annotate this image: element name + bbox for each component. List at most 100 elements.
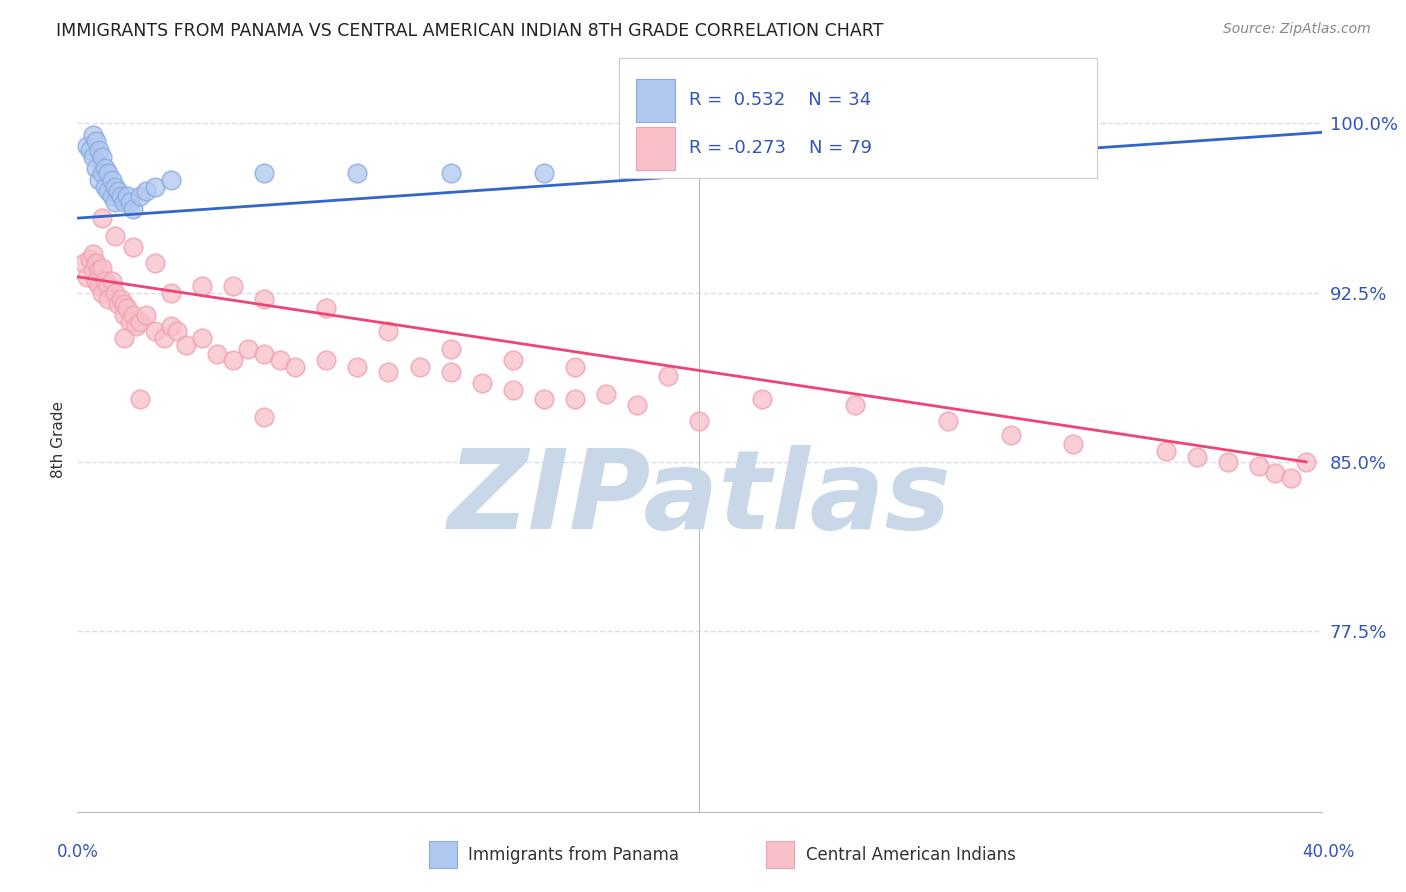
Point <box>159 285 181 300</box>
Point <box>938 414 960 428</box>
Text: 40.0%: 40.0% <box>1302 843 1355 861</box>
Point <box>440 166 463 180</box>
Point <box>122 308 145 322</box>
Point <box>128 188 150 202</box>
Point <box>440 342 463 356</box>
Point <box>115 301 138 316</box>
Text: R =  0.532    N = 34: R = 0.532 N = 34 <box>689 91 872 109</box>
Point <box>91 150 114 164</box>
Point <box>84 161 107 176</box>
Point <box>471 376 494 390</box>
Point <box>1264 466 1286 480</box>
Point <box>191 331 214 345</box>
Point <box>253 166 276 180</box>
Point <box>533 392 555 406</box>
Point <box>595 387 617 401</box>
Point <box>533 166 555 180</box>
Point <box>238 342 260 356</box>
Point <box>104 195 127 210</box>
Point <box>377 365 399 379</box>
Point <box>502 353 524 368</box>
Text: IMMIGRANTS FROM PANAMA VS CENTRAL AMERICAN INDIAN 8TH GRADE CORRELATION CHART: IMMIGRANTS FROM PANAMA VS CENTRAL AMERIC… <box>56 22 883 40</box>
Point <box>76 269 98 284</box>
Point <box>502 383 524 397</box>
Point <box>87 263 110 277</box>
Text: Central American Indians: Central American Indians <box>806 846 1015 863</box>
Point <box>1279 471 1302 485</box>
Point <box>104 285 127 300</box>
Point <box>94 179 117 194</box>
Point <box>751 392 773 406</box>
Text: ZIPatlas: ZIPatlas <box>447 445 952 552</box>
Point <box>84 135 107 149</box>
Point <box>1000 427 1022 442</box>
Point <box>76 139 98 153</box>
Point <box>143 179 166 194</box>
Point <box>222 353 245 368</box>
Point <box>97 278 120 293</box>
Point <box>97 166 120 180</box>
Point <box>269 353 291 368</box>
Point <box>143 324 166 338</box>
Point <box>110 293 132 307</box>
Point <box>87 144 110 158</box>
Point <box>107 184 129 198</box>
Point <box>377 324 399 338</box>
Point <box>564 392 586 406</box>
Point <box>657 369 679 384</box>
Point <box>120 195 142 210</box>
Point <box>191 278 214 293</box>
Point <box>125 319 148 334</box>
Point <box>143 256 166 270</box>
Point <box>1249 459 1271 474</box>
Point <box>315 301 337 316</box>
Point <box>82 263 104 277</box>
Point <box>1295 455 1317 469</box>
Point <box>97 293 120 307</box>
Point <box>104 179 127 194</box>
Text: 0.0%: 0.0% <box>56 843 98 861</box>
Point <box>107 297 129 311</box>
Point <box>844 399 866 413</box>
Point <box>72 256 94 270</box>
Point <box>97 184 120 198</box>
Point <box>408 360 430 375</box>
Point <box>346 166 368 180</box>
Point <box>253 346 276 360</box>
Point <box>110 188 132 202</box>
Point <box>284 360 307 375</box>
Point <box>82 150 104 164</box>
Point <box>315 353 337 368</box>
Point <box>87 173 110 187</box>
Point <box>82 247 104 261</box>
Point <box>564 360 586 375</box>
Point <box>79 252 101 266</box>
Point <box>626 399 648 413</box>
Point <box>82 128 104 142</box>
Point <box>84 256 107 270</box>
Point <box>1218 455 1240 469</box>
Point <box>120 315 142 329</box>
Point <box>135 308 157 322</box>
Point <box>346 360 368 375</box>
Text: Source: ZipAtlas.com: Source: ZipAtlas.com <box>1223 22 1371 37</box>
Point <box>689 414 711 428</box>
Text: Immigrants from Panama: Immigrants from Panama <box>468 846 679 863</box>
Point <box>222 278 245 293</box>
Point <box>104 229 127 244</box>
Point <box>94 274 117 288</box>
Point <box>122 240 145 254</box>
Point <box>112 331 135 345</box>
Point <box>91 211 114 226</box>
Point <box>100 188 122 202</box>
Point <box>112 308 135 322</box>
Point <box>91 260 114 275</box>
Point <box>689 161 711 176</box>
Point <box>91 166 114 180</box>
Point <box>440 365 463 379</box>
Point <box>1187 450 1209 465</box>
Point <box>135 184 157 198</box>
Point <box>128 392 150 406</box>
Point <box>253 409 276 424</box>
Point <box>159 173 181 187</box>
